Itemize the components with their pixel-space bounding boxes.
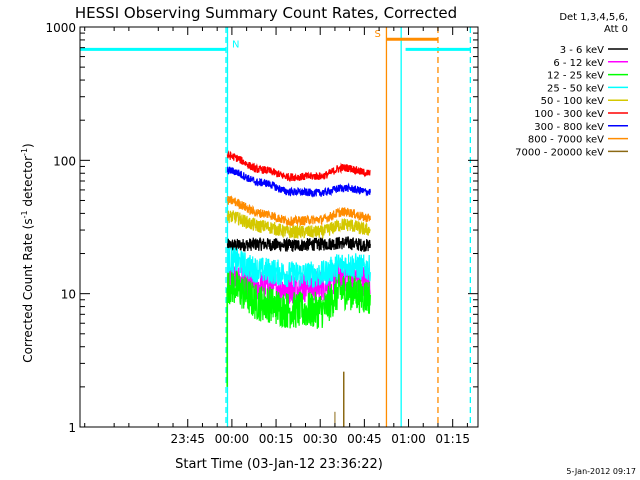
legend-header-0: Det 1,3,4,5,6, [559, 12, 628, 23]
x-tick-label-6: 01:15 [435, 432, 470, 446]
legend: Det 1,3,4,5,6,Att 03 - 6 keV 6 - 12 keV 12… [515, 12, 628, 158]
x-tick-label-1: 00:00 [215, 432, 250, 446]
y-tick-label-2: 100 [53, 154, 76, 168]
legend-label-2: 12 - 25 keV [547, 71, 604, 82]
legend-label-0: 3 - 6 keV [560, 45, 604, 56]
x-tick-label-2: 00:15 [259, 432, 294, 446]
axes: 23:45 00:00 00:15 00:30 00:45 01:00 01:15 1 10 10… [45, 21, 479, 446]
legend-label-5: 100 - 300 keV [534, 109, 604, 120]
x-tick-label-4: 00:45 [347, 432, 382, 446]
series-line-0 [226, 236, 371, 252]
series-line-5 [226, 150, 371, 183]
y-label-part2: detector [21, 156, 35, 211]
series-line-7 [226, 195, 371, 228]
x-tick-label-3: 00:30 [303, 432, 338, 446]
legend-label-3: 25 - 50 keV [547, 83, 604, 94]
legend-label-6: 300 - 800 keV [534, 122, 604, 133]
legend-label-4: 50 - 100 keV [541, 96, 605, 107]
x-tick-label-5: 01:00 [391, 432, 426, 446]
footer-timestamp: 5-Jan-2012 09:17 [566, 467, 636, 476]
legend-header-1: Att 0 [604, 24, 628, 35]
chart-title: HESSI Observing Summary Count Rates, Cor… [75, 4, 457, 22]
y-label-exp1: -1 [20, 210, 29, 218]
legend-label-1: 6 - 12 keV [553, 58, 604, 69]
y-tick-label-3: 1000 [45, 21, 76, 35]
x-tick-label-0: 23:45 [170, 432, 205, 446]
data-layer: NS [80, 27, 471, 427]
legend-label-7: 800 - 7000 keV [528, 135, 604, 146]
flag-label-0: N [232, 39, 239, 50]
y-axis-label: Corrected Count Rate (s-1 detector-1) [20, 143, 35, 362]
y-tick-label-1: 10 [61, 288, 76, 302]
series-line-6 [226, 166, 371, 199]
series-line-4 [226, 210, 371, 239]
series-line-2 [226, 268, 371, 329]
y-label-exp2: -1 [20, 148, 29, 156]
x-axis-label: Start Time (03-Jan-12 23:36:22) [175, 457, 383, 472]
plot-frame [79, 26, 479, 428]
legend-label-8: 7000 - 20000 keV [515, 147, 604, 158]
y-label-part1: Corrected Count Rate (s [21, 218, 35, 362]
flag-label-2: S [374, 29, 380, 40]
series-line-3 [226, 247, 371, 290]
y-label-part3: ) [21, 143, 35, 148]
y-tick-label-0: 1 [68, 421, 76, 435]
